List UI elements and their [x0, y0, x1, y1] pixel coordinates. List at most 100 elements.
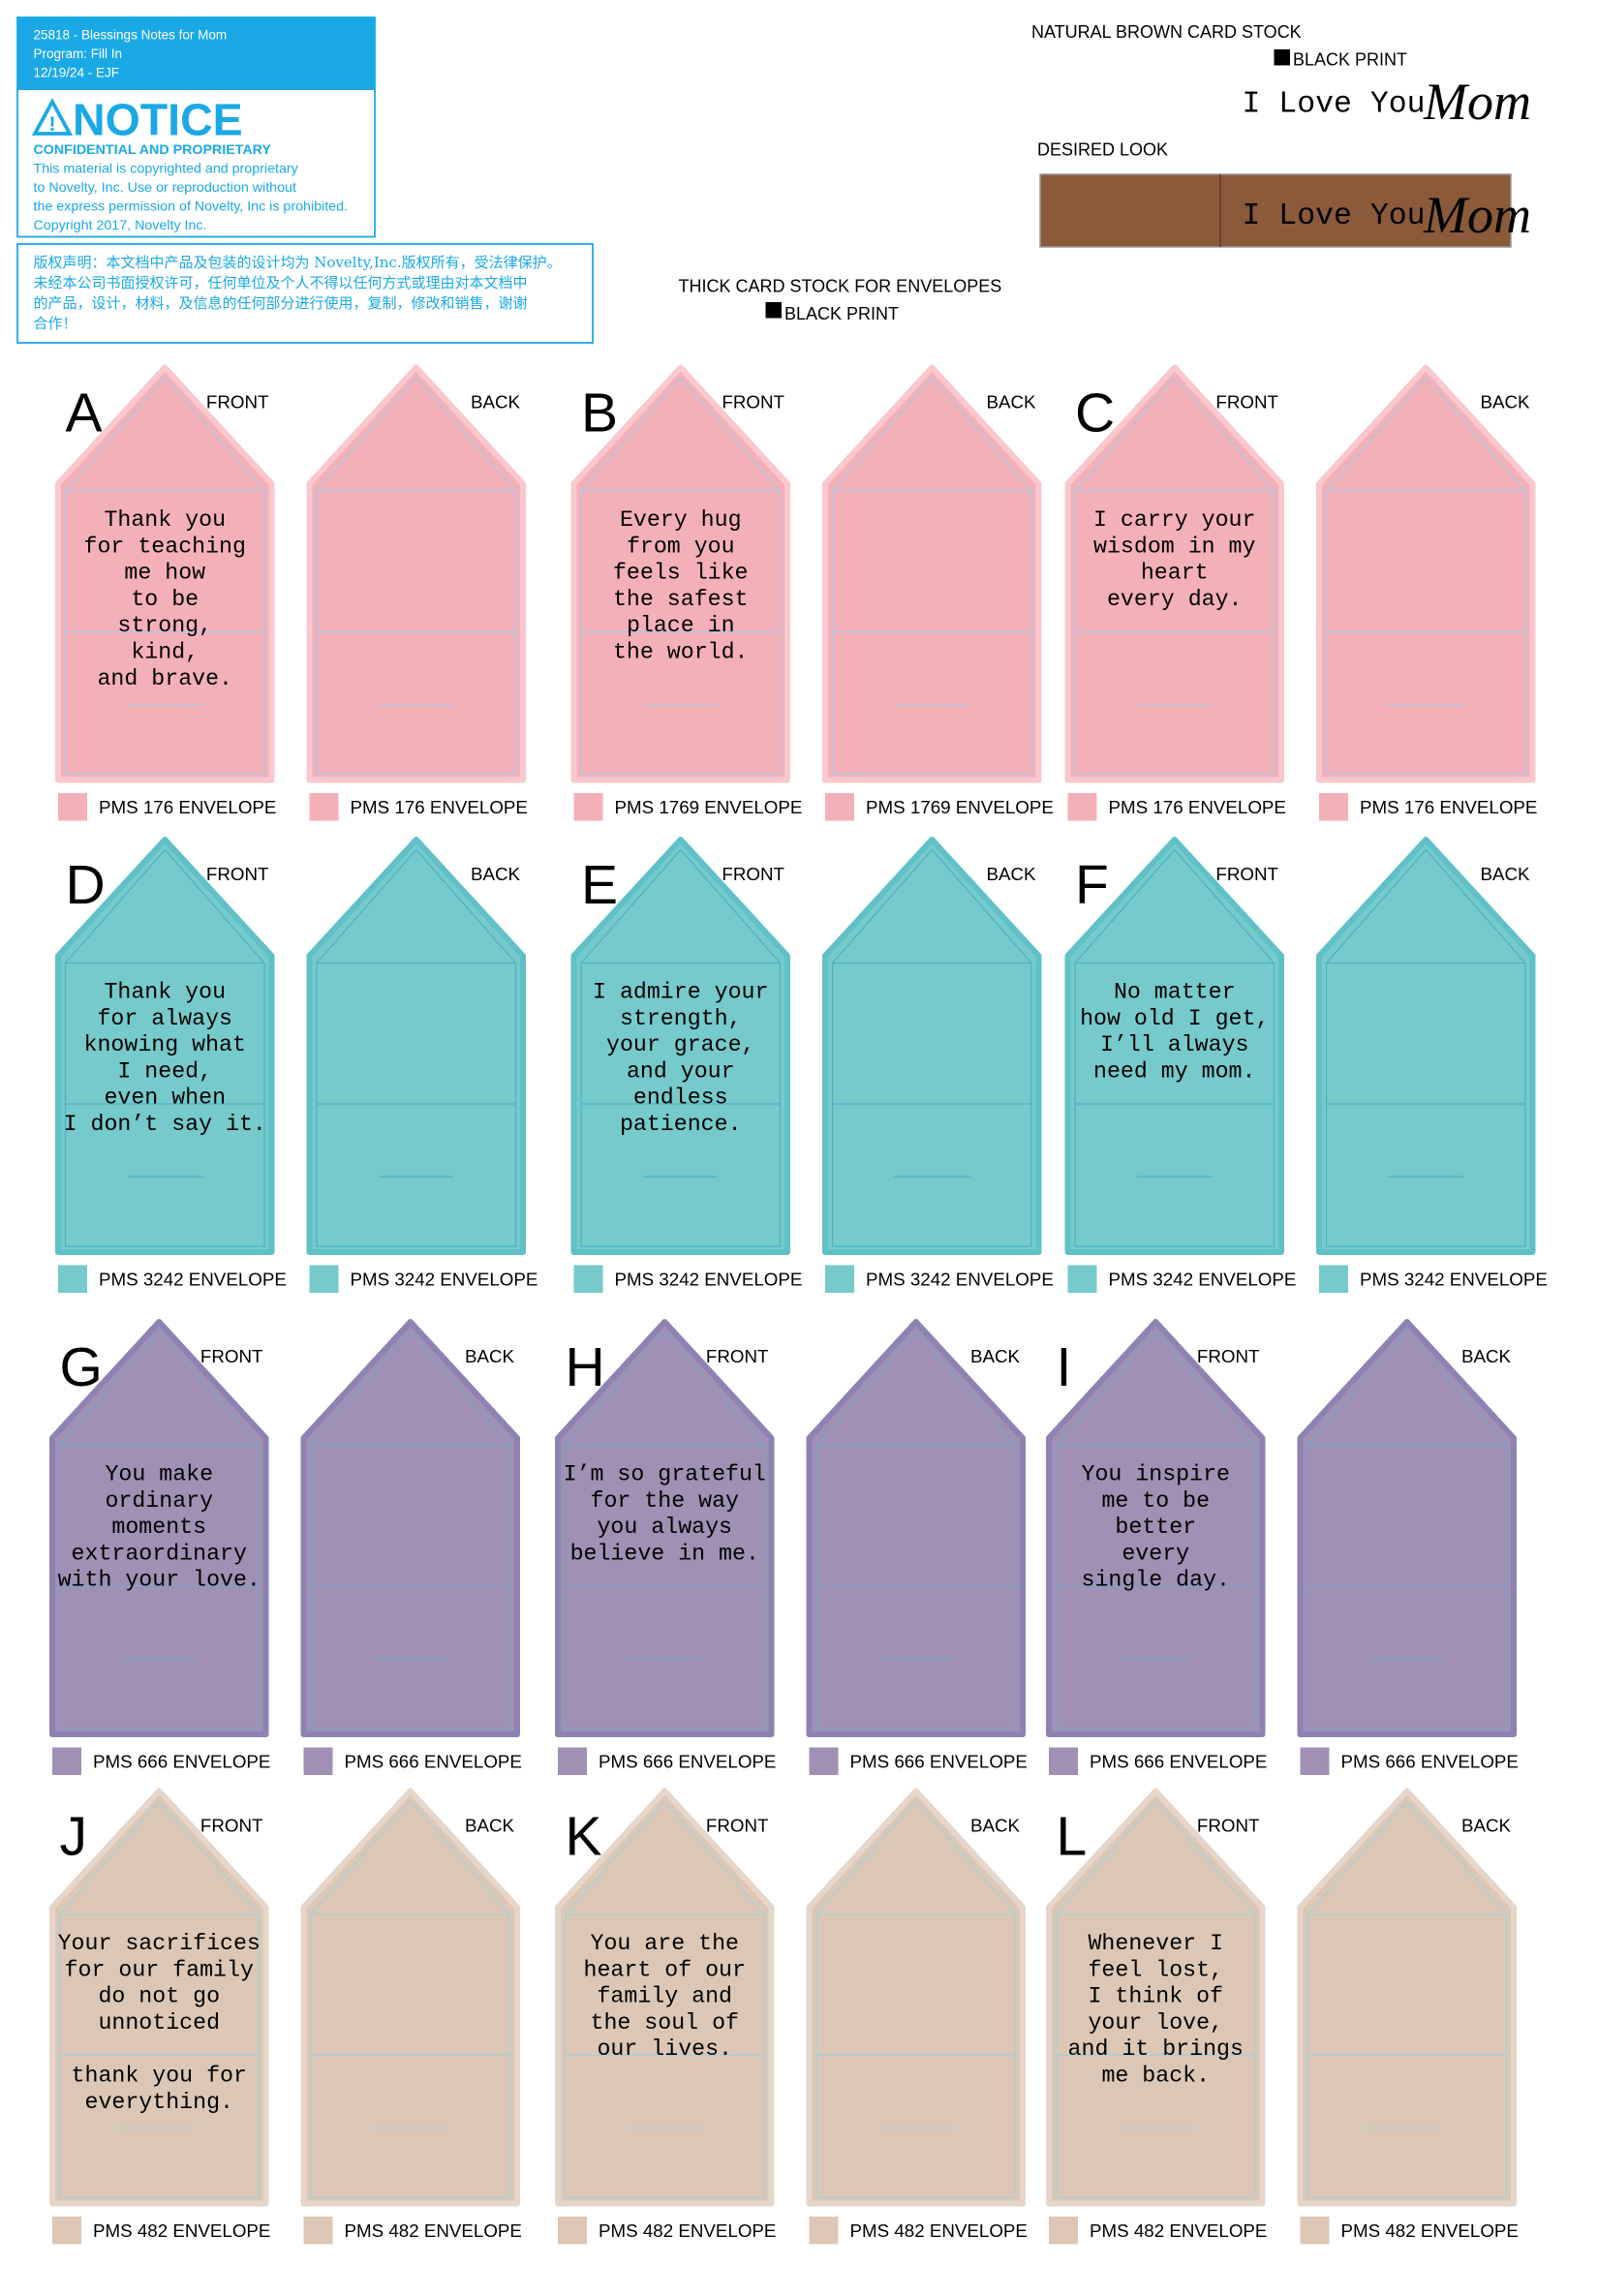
message-line: place in — [627, 613, 735, 638]
message-line: to be — [131, 587, 199, 612]
group-letter: C — [1075, 383, 1115, 444]
message-line: feel lost, — [1088, 1957, 1223, 1982]
message-line: your love, — [1088, 2010, 1223, 2036]
flap-line — [316, 848, 516, 964]
card-print: BLACK PRINT — [1293, 50, 1407, 70]
color-swatch — [573, 793, 603, 821]
flap-line — [59, 1331, 260, 1446]
envelope — [806, 1788, 1026, 2207]
message-line: for the way — [591, 1488, 740, 1514]
message-line: You make — [105, 1462, 213, 1487]
swatch-label: PMS 482 ENVELOPE — [93, 2220, 270, 2241]
side-label: BACK — [465, 1816, 515, 1836]
message-line: me how — [124, 561, 205, 586]
fold-outline — [316, 962, 517, 1247]
fold-outline — [564, 1444, 765, 1730]
envelope-print: BLACK PRINT — [784, 304, 899, 323]
color-swatch — [52, 1747, 81, 1776]
color-swatch — [309, 793, 339, 821]
color-swatch — [1300, 1747, 1330, 1776]
side-label: BACK — [1480, 392, 1530, 413]
message-line: I don’t say it. — [64, 1112, 266, 1137]
envelope-stock: THICK CARD STOCK FOR ENVELOPES — [679, 277, 1002, 296]
envelope — [306, 364, 526, 783]
message-line: for teaching — [84, 534, 246, 559]
message-line: heart of our — [584, 1957, 746, 1982]
flap-line — [1056, 1331, 1256, 1446]
color-swatch — [809, 1747, 839, 1776]
flap-line — [310, 1800, 510, 1915]
message-line: the soul of — [591, 2010, 739, 2036]
flap-line — [65, 377, 265, 492]
chinese-box — [16, 243, 594, 344]
fold-outline — [310, 1913, 511, 2199]
message-line: Thank you — [104, 980, 226, 1005]
message-line: from you — [627, 534, 735, 559]
notice-body: to Novelty, Inc. Use or reproduction wit… — [34, 180, 296, 196]
swatch-label: PMS 3242 ENVELOPE — [866, 1270, 1054, 1290]
message-line: every day. — [1107, 587, 1243, 612]
color-swatch — [58, 793, 87, 821]
envelope — [806, 1319, 1026, 1738]
group-letter: E — [581, 854, 618, 916]
side-label: FRONT — [1215, 864, 1278, 884]
flap-line — [580, 377, 781, 492]
color-swatch — [1049, 1747, 1078, 1776]
flap-line — [1074, 377, 1275, 492]
side-label: FRONT — [706, 1346, 769, 1366]
color-swatch — [1319, 1265, 1348, 1294]
side-label: FRONT — [200, 1816, 263, 1836]
side-label: BACK — [986, 864, 1036, 884]
message-line: the safest — [613, 587, 749, 612]
message-line: No matter — [1114, 980, 1236, 1005]
swatch-label: PMS 666 ENVELOPE — [1090, 1752, 1267, 1772]
message-line: I’m so grateful — [564, 1462, 766, 1487]
fold-outline — [815, 1444, 1017, 1730]
swatch-label: PMS 3242 ENVELOPE — [351, 1270, 538, 1290]
fold-outline — [1306, 1913, 1508, 2199]
message-line: strength, — [620, 1006, 742, 1031]
side-label: BACK — [986, 392, 1036, 413]
swatch-label: PMS 666 ENVELOPE — [599, 1752, 776, 1772]
color-swatch — [1319, 793, 1348, 821]
notice-box — [16, 16, 376, 238]
fold-outline — [58, 1913, 260, 2199]
envelope — [49, 1788, 269, 2207]
swatch-label: PMS 3242 ENVELOPE — [99, 1270, 287, 1290]
message-line: extraordinary — [72, 1541, 247, 1566]
chinese-notice: 未经本公司书面授权许可，任何单位及个人不得以任何方式或理由对本文档中 — [34, 274, 528, 291]
flap-line — [832, 377, 1032, 492]
notice-header — [17, 17, 375, 91]
message-line: moments — [111, 1515, 206, 1540]
message-line: kind, — [131, 640, 199, 665]
swatch-label: PMS 666 ENVELOPE — [1341, 1752, 1519, 1772]
color-swatch — [303, 2217, 333, 2245]
envelope — [55, 364, 275, 783]
message-line: and your — [627, 1058, 735, 1084]
side-label: BACK — [471, 864, 521, 884]
message-line: patience. — [620, 1112, 742, 1137]
message-line: me back. — [1101, 2064, 1210, 2089]
warning-mark: ! — [49, 113, 56, 136]
message-line: the world. — [613, 640, 749, 665]
message-line: unnoticed — [98, 2010, 220, 2036]
message-line: Every hug — [620, 507, 742, 533]
swatch-label: PMS 482 ENVELOPE — [1090, 2220, 1267, 2241]
message-line: for always — [97, 1006, 232, 1031]
envelope — [555, 1788, 775, 2207]
flap-line — [1074, 848, 1275, 964]
flap-line — [1326, 848, 1526, 964]
message-line: better — [1115, 1515, 1196, 1540]
message-line: me to be — [1101, 1488, 1210, 1514]
swatch-label: PMS 482 ENVELOPE — [850, 2220, 1028, 2241]
flap-line — [65, 848, 265, 964]
notice-subtitle: CONFIDENTIAL AND PROPRIETARY — [34, 142, 272, 158]
message-line: Whenever I — [1088, 1931, 1223, 1956]
swatch-label: PMS 482 ENVELOPE — [599, 2220, 776, 2241]
fold-outline — [58, 1444, 260, 1730]
color-swatch — [303, 1747, 333, 1776]
message-line: Thank you — [104, 507, 226, 533]
group-letter: F — [1075, 854, 1109, 916]
side-label: FRONT — [206, 392, 269, 413]
envelope — [306, 837, 526, 1256]
